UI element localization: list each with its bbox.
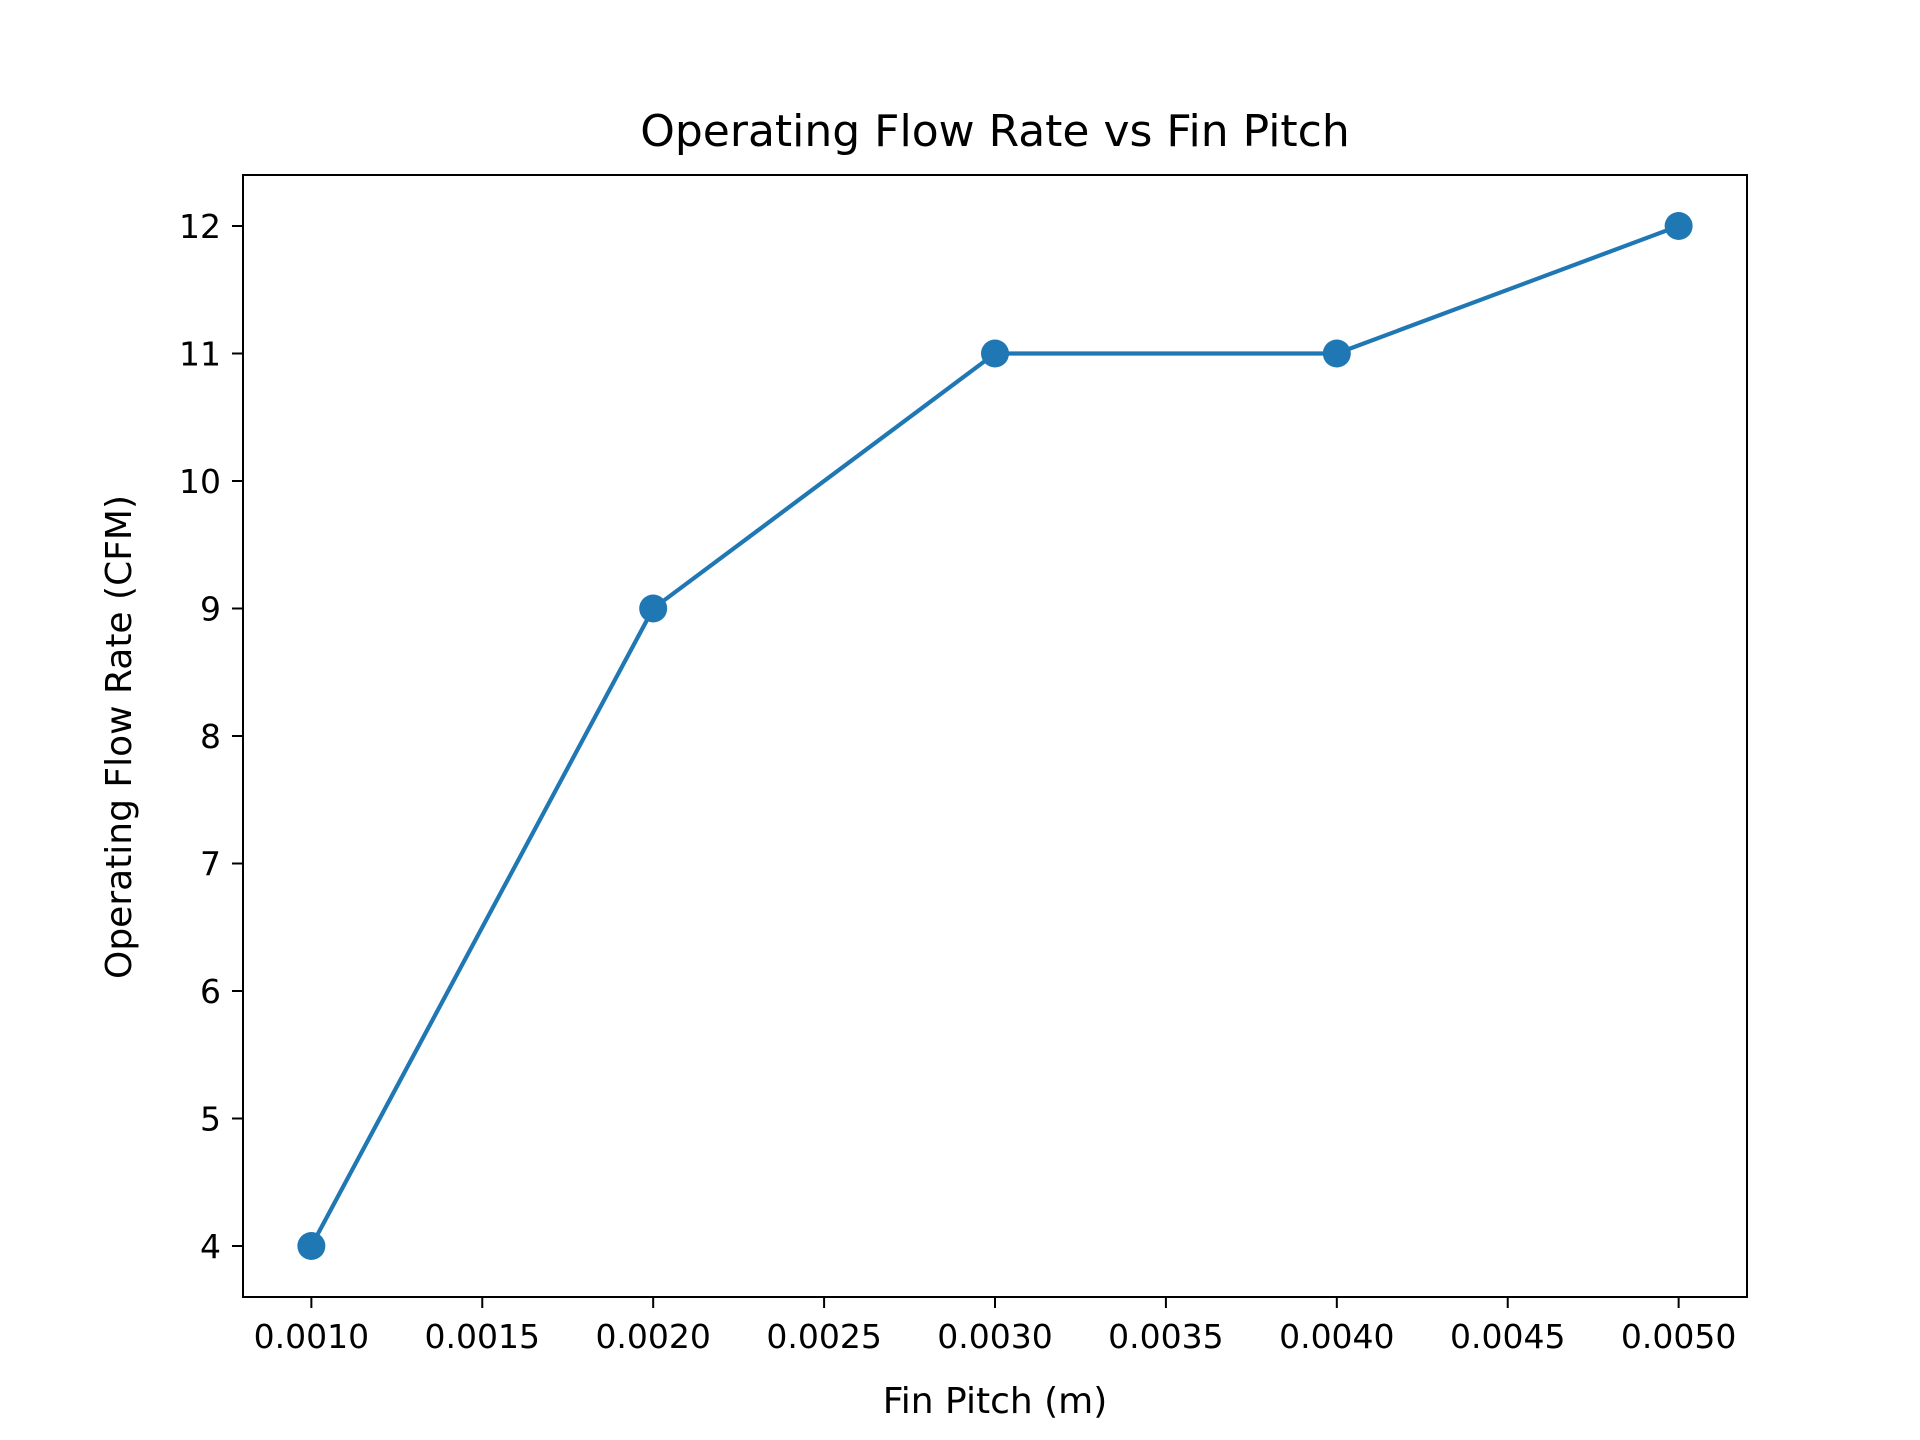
x-tick-label: 0.0035 <box>1108 1317 1223 1356</box>
x-tick-label: 0.0040 <box>1279 1317 1394 1356</box>
plot-area <box>242 174 1748 1298</box>
y-tick-label: 10 <box>179 462 221 501</box>
y-axis-label: Operating Flow Rate (CFM) <box>99 495 140 979</box>
x-axis-ticks: 0.0010 0.0015 0.0020 0.0025 0.0030 0.0035 0.00… <box>254 1297 1736 1356</box>
x-tick-label: 0.0050 <box>1621 1317 1736 1356</box>
data-point <box>981 339 1009 368</box>
y-tick-label: 9 <box>200 590 221 629</box>
y-tick-label: 4 <box>200 1227 221 1266</box>
x-tick-label: 0.0045 <box>1450 1317 1565 1356</box>
x-axis-label: Fin Pitch (m) <box>883 1381 1108 1422</box>
y-tick-label: 11 <box>179 335 221 374</box>
x-tick-label: 0.0020 <box>595 1317 710 1356</box>
y-tick-label: 12 <box>179 207 221 246</box>
y-axis-ticks: 4 5 6 7 8 9 10 11 12 <box>179 207 243 1266</box>
series-line <box>308 223 1682 1249</box>
y-tick-label: 5 <box>200 1100 221 1139</box>
data-point <box>1322 339 1351 368</box>
x-tick-label: 0.0015 <box>425 1317 540 1356</box>
x-tick-label: 0.0025 <box>766 1317 881 1356</box>
data-point <box>297 1232 326 1260</box>
y-tick-label: 8 <box>200 717 221 756</box>
x-tick-label: 0.0010 <box>254 1317 369 1356</box>
y-tick-label: 7 <box>200 845 221 884</box>
y-tick-label: 6 <box>200 972 221 1011</box>
data-point <box>639 594 668 623</box>
data-point <box>1664 212 1693 240</box>
x-tick-label: 0.0030 <box>937 1317 1052 1356</box>
chart-title: Operating Flow Rate vs Fin Pitch <box>640 106 1350 157</box>
